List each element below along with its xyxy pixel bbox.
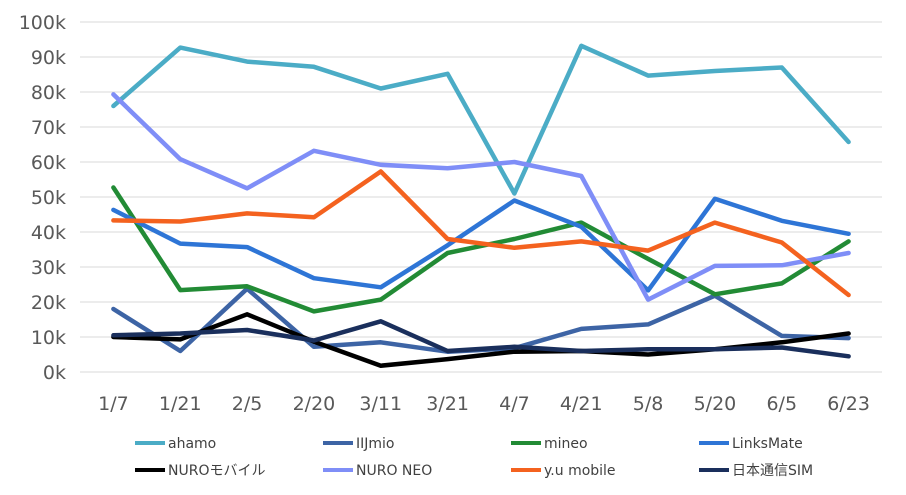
series-line-0 bbox=[111, 43, 851, 196]
x-tick-label: 5/8 bbox=[633, 393, 664, 415]
y-tick-label: 30k bbox=[31, 257, 66, 279]
legend-label: IIJmio bbox=[356, 436, 394, 452]
legend-item: mineo bbox=[511, 436, 588, 452]
y-tick-label: 100k bbox=[19, 12, 66, 34]
y-tick-label: 20k bbox=[31, 292, 66, 314]
legend-label: ahamo bbox=[168, 436, 216, 452]
series-lines bbox=[111, 43, 851, 368]
y-tick-label: 70k bbox=[31, 117, 66, 139]
y-tick-label: 90k bbox=[31, 47, 66, 69]
y-tick-label: 50k bbox=[31, 187, 66, 209]
legend-item: LinksMate bbox=[699, 436, 803, 452]
series-line-7 bbox=[111, 319, 851, 359]
x-tick-label: 3/11 bbox=[359, 393, 402, 415]
y-tick-label: 10k bbox=[31, 327, 66, 349]
x-tick-label: 1/7 bbox=[98, 393, 129, 415]
legend-label: NUROモバイル bbox=[168, 463, 265, 479]
legend-item: NURO NEO bbox=[323, 463, 432, 479]
x-tick-label: 6/5 bbox=[766, 393, 797, 415]
y-axis-tick-labels: 0k 10k 20k 30k 40k 50k 60k 70k 80k 90k 100k bbox=[19, 12, 66, 384]
x-tick-label: 3/21 bbox=[426, 393, 469, 415]
x-tick-label: 2/20 bbox=[293, 393, 336, 415]
x-tick-label: 4/21 bbox=[560, 393, 603, 415]
legend-label: NURO NEO bbox=[356, 463, 432, 479]
series-line-1 bbox=[111, 286, 851, 354]
gridlines bbox=[80, 21, 882, 373]
legend-item: y.u mobile bbox=[511, 463, 616, 479]
legend-item: NUROモバイル bbox=[135, 463, 265, 479]
series-line-3 bbox=[111, 196, 851, 293]
legend: ahamo IIJmio mineo LinksMate NUROモバイル NURO NE… bbox=[135, 436, 813, 479]
legend-item: IIJmio bbox=[323, 436, 394, 452]
legend-label: LinksMate bbox=[732, 436, 803, 452]
x-tick-label: 4/7 bbox=[499, 393, 530, 415]
y-tick-label: 40k bbox=[31, 222, 66, 244]
series-line-6 bbox=[111, 169, 851, 298]
series-line-5 bbox=[111, 92, 851, 302]
series-line-4 bbox=[111, 312, 851, 368]
legend-item: 日本通信SIM bbox=[699, 463, 813, 479]
legend-item: ahamo bbox=[135, 436, 216, 452]
y-tick-label: 0k bbox=[43, 362, 66, 384]
y-tick-label: 80k bbox=[31, 82, 66, 104]
series-line-2 bbox=[111, 185, 851, 314]
x-tick-label: 6/23 bbox=[827, 393, 870, 415]
legend-label: y.u mobile bbox=[544, 463, 616, 479]
legend-label: mineo bbox=[544, 436, 588, 452]
y-tick-label: 60k bbox=[31, 152, 66, 174]
legend-label: 日本通信SIM bbox=[732, 463, 813, 479]
x-tick-label: 1/21 bbox=[159, 393, 202, 415]
x-tick-label: 2/5 bbox=[232, 393, 263, 415]
x-axis-tick-labels: 1/7 1/21 2/5 2/20 3/11 3/21 4/7 4/21 5/8 5/20 6/5 6… bbox=[98, 393, 870, 415]
x-tick-label: 5/20 bbox=[694, 393, 737, 415]
